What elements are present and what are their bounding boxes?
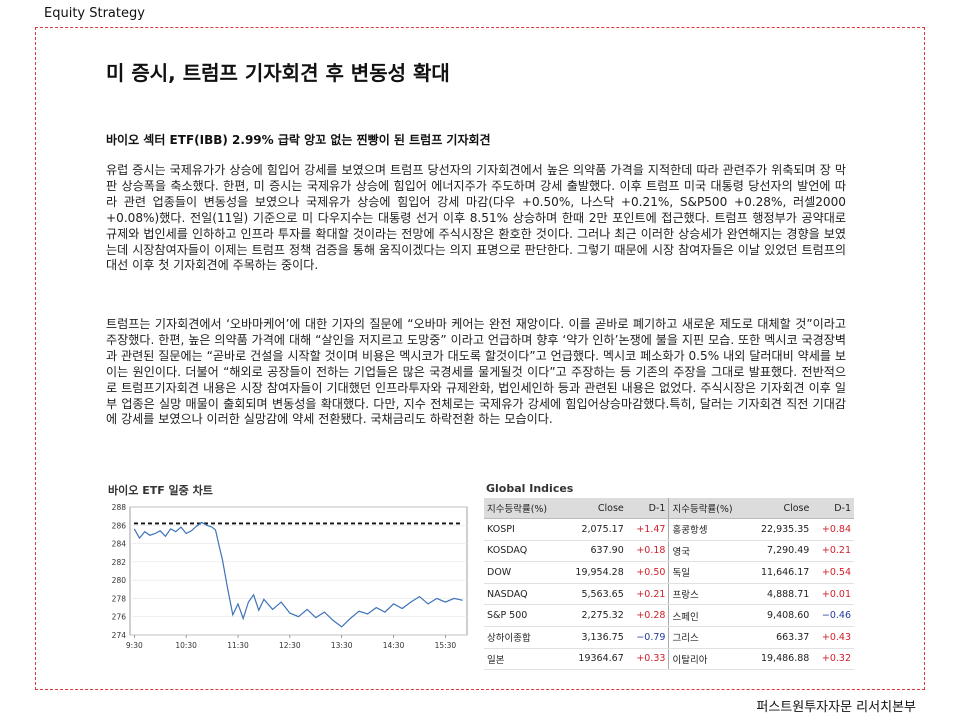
change-cell: +0.01 [812,583,854,606]
table-row: DOW 19,954.28 +0.50 독일 11,646.17 +0.54 [484,561,854,584]
index-name-cell: 영국 [668,540,748,563]
header-cell: 지수등락률(%) [668,498,748,519]
y-tick-label: 288 [112,503,127,512]
change-cell: +0.32 [812,648,854,671]
content-frame [35,27,925,690]
series-line [133,521,463,628]
y-tick-label: 284 [112,540,127,549]
x-tick-label: 12:30 [279,641,301,650]
y-tick-label: 274 [112,631,127,640]
y-tick-label: 278 [112,594,127,603]
change-cell: +0.21 [626,583,669,606]
x-tick-label: 9:30 [126,641,143,650]
table-title: Global Indices [486,482,574,495]
y-tick-label: 280 [112,576,127,585]
change-cell: +0.33 [626,648,669,671]
change-cell: +0.28 [626,604,669,627]
index-name-cell: NASDAQ [484,583,563,606]
table-row: KOSPI 2,075.17 +1.47 홍콩항셍 22,935.35 +0.84 [484,518,854,541]
y-tick-label: 286 [112,521,127,530]
close-cell: 22,935.35 [747,518,813,541]
x-tick-label: 11:30 [227,641,249,650]
body-paragraph-1: 유럽 증시는 국제유가가 상승에 힘입어 강세를 보였으며 트럼프 당선자의 기… [106,163,846,273]
y-tick-label: 282 [112,558,127,567]
index-name-cell: DOW [484,561,563,584]
close-cell: 663.37 [747,626,813,649]
x-tick-label: 10:30 [175,641,197,650]
x-tick-label: 13:30 [331,641,353,650]
table-row: 상하이종합 3,136.75 −0.79 그리스 663.37 +0.43 [484,626,854,649]
index-name-cell: 홍콩항셍 [668,518,748,541]
header-cell: D-1 [626,498,669,519]
close-cell: 19,954.28 [562,561,627,584]
change-cell: +0.18 [626,540,669,563]
change-cell: +1.47 [626,518,669,541]
page-title: 미 증시, 트럼프 기자회견 후 변동성 확대 [106,61,450,85]
table-row: S&P 500 2,275.32 +0.28 스페인 9,408.60 −0.46 [484,604,854,627]
change-cell: +0.54 [812,561,854,584]
close-cell: 3,136.75 [562,626,627,649]
index-name-cell: 상하이종합 [484,626,563,649]
index-name-cell: 이탈리아 [668,648,748,671]
table-row: NASDAQ 5,563.65 +0.21 프랑스 4,888.71 +0.01 [484,583,854,606]
x-tick-label: 15:30 [435,641,457,650]
table-row: KOSDAQ 637.90 +0.18 영국 7,290.49 +0.21 [484,540,854,563]
header-cell: 지수등락률(%) [484,498,563,519]
header-cell: Close [747,498,813,519]
index-name-cell: 일본 [484,648,563,671]
table-row: 일본 19364.67 +0.33 이탈리아 19,486.88 +0.32 [484,648,854,671]
index-name-cell: S&P 500 [484,604,563,627]
change-cell: +0.21 [812,540,854,563]
index-name-cell: KOSPI [484,518,563,541]
chart-title: 바이오 ETF 일중 차트 [108,484,213,497]
close-cell: 19364.67 [562,648,627,671]
header-cell: D-1 [812,498,854,519]
footer-organization: 퍼스트원투자자문 리서치본부 [756,700,916,715]
bio-etf-intraday-chart: 274 276 278 280 282 284 286 288 9:30 10:30 11:30 12… [112,503,468,650]
close-cell: 2,075.17 [562,518,627,541]
close-cell: 9,408.60 [747,604,813,627]
close-cell: 2,275.32 [562,604,627,627]
change-cell: +0.50 [626,561,669,584]
close-cell: 4,888.71 [747,583,813,606]
close-cell: 5,563.65 [562,583,627,606]
body-paragraph-2: 트럼프는 기자회견에서 ‘오바마케어’에 대한 기자의 질문에 “오바마 케어는… [106,317,846,427]
change-cell: −0.46 [812,604,854,627]
close-cell: 19,486.88 [747,648,813,671]
close-cell: 7,290.49 [747,540,813,563]
index-name-cell: 그리스 [668,626,748,649]
y-tick-label: 276 [112,613,127,622]
report-category-label: Equity Strategy [44,6,145,21]
close-cell: 11,646.17 [747,561,813,584]
index-name-cell: 독일 [668,561,748,584]
table-header-row: 지수등락률(%) Close D-1 지수등락률(%) Close D-1 [484,498,854,519]
close-cell: 637.90 [562,540,627,563]
change-cell: −0.79 [626,626,669,649]
plot-area [129,506,468,636]
index-name-cell: KOSDAQ [484,540,563,563]
change-cell: +0.43 [812,626,854,649]
index-name-cell: 스페인 [668,604,748,627]
index-name-cell: 프랑스 [668,583,748,606]
header-cell: Close [562,498,627,519]
section-subheading: 바이오 섹터 ETF(IBB) 2.99% 급락 앙꼬 없는 찐빵이 된 트럼프… [106,133,491,147]
change-cell: +0.84 [812,518,854,541]
global-indices-table: 지수등락률(%) Close D-1 지수등락률(%) Close D-1 KO… [484,498,854,671]
x-tick-label: 14:30 [383,641,405,650]
